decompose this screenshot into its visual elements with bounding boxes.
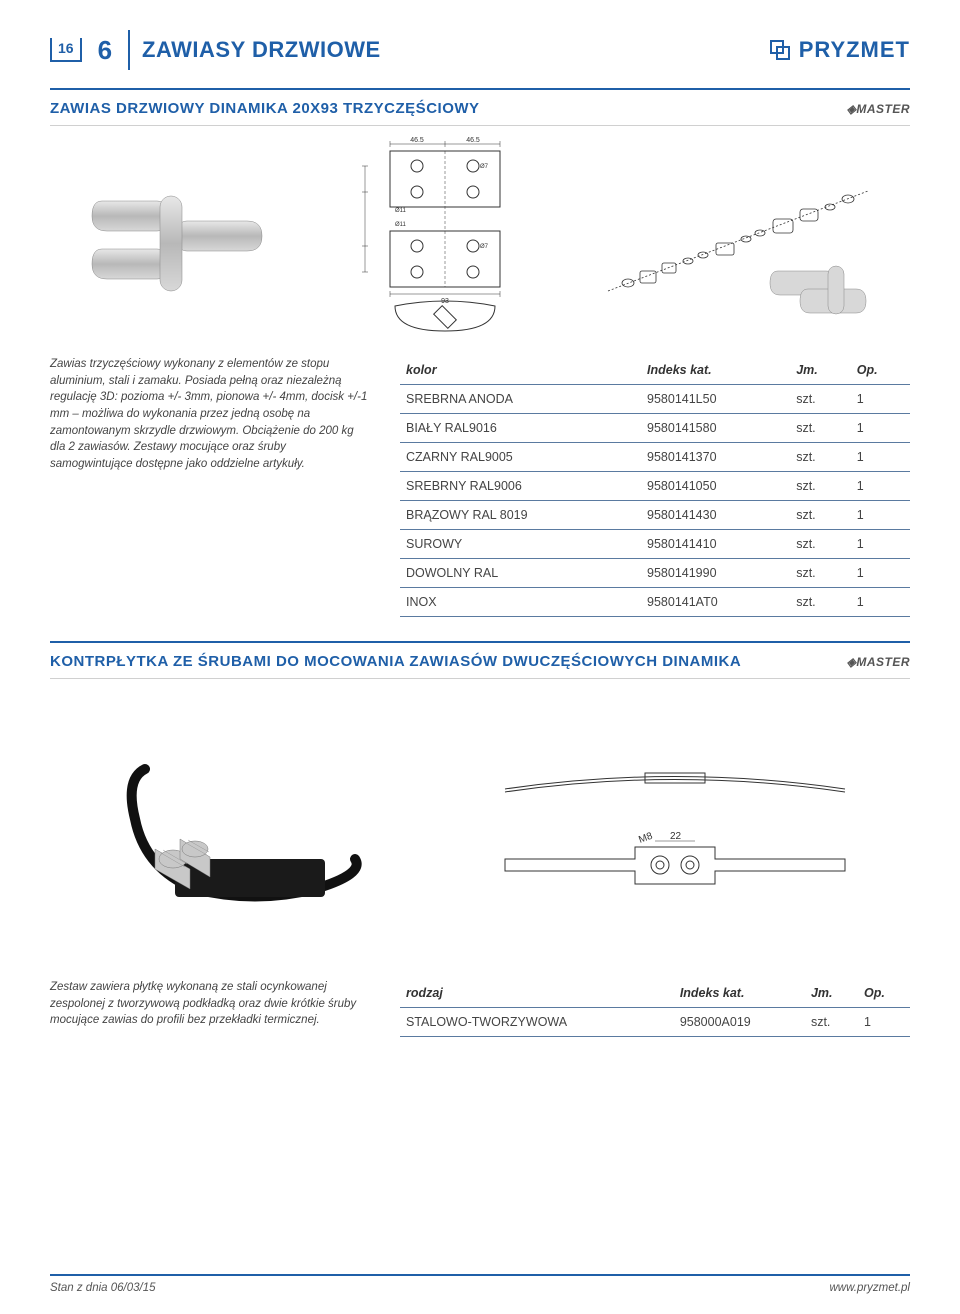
table-cell: CZARNY RAL9005 bbox=[400, 443, 641, 472]
table-cell: szt. bbox=[790, 588, 851, 617]
table-cell: szt. bbox=[790, 414, 851, 443]
page-footer: Stan z dnia 06/03/15 www.pryzmet.pl bbox=[50, 1274, 910, 1294]
table-cell: DOWOLNY RAL bbox=[400, 559, 641, 588]
master-logo-1: ◈MASTER bbox=[847, 102, 910, 116]
master-logo-2: ◈MASTER bbox=[847, 655, 910, 669]
counterplate-photo-icon bbox=[95, 729, 395, 929]
col-rodzaj: rodzaj bbox=[400, 979, 674, 1008]
table-cell: SREBRNY RAL9006 bbox=[400, 472, 641, 501]
section1-diagram-area: 46.5 46.5 93 Ø11 Ø11 Ø7 Ø7 bbox=[50, 126, 910, 356]
footer-url: www.pryzmet.pl bbox=[829, 1282, 910, 1294]
table-cell: 9580141990 bbox=[641, 559, 790, 588]
section1-table: kolor Indeks kat. Jm. Op. SREBRNA ANODA9… bbox=[400, 356, 910, 617]
table-cell: 1 bbox=[851, 559, 910, 588]
table-cell: szt. bbox=[790, 559, 851, 588]
table-cell: 9580141AT0 bbox=[641, 588, 790, 617]
page-number: 16 bbox=[50, 38, 82, 62]
section2-table: rodzaj Indeks kat. Jm. Op. STALOWO-TWORZ… bbox=[400, 979, 910, 1037]
svg-text:M8: M8 bbox=[637, 831, 654, 846]
table-row: INOX9580141AT0szt.1 bbox=[400, 588, 910, 617]
table-cell: szt. bbox=[790, 443, 851, 472]
table-cell: 1 bbox=[851, 588, 910, 617]
table-cell: 958000A019 bbox=[674, 1008, 805, 1037]
col-jm: Jm. bbox=[790, 356, 851, 385]
svg-text:Ø7: Ø7 bbox=[480, 244, 489, 250]
svg-text:22: 22 bbox=[670, 831, 682, 842]
col-op: Op. bbox=[851, 356, 910, 385]
section2-diagram-area: M8 22 bbox=[50, 679, 910, 979]
table-cell: SUROWY bbox=[400, 530, 641, 559]
col-kolor: kolor bbox=[400, 356, 641, 385]
table-cell: szt. bbox=[790, 472, 851, 501]
table-cell: szt. bbox=[790, 530, 851, 559]
chapter-number: 6 bbox=[94, 35, 116, 66]
table-cell: 9580141050 bbox=[641, 472, 790, 501]
table-cell: szt. bbox=[805, 1008, 858, 1037]
table-header-row: rodzaj Indeks kat. Jm. Op. bbox=[400, 979, 910, 1008]
table-cell: 9580141370 bbox=[641, 443, 790, 472]
table-cell: 1 bbox=[851, 530, 910, 559]
hinge-render-icon bbox=[82, 161, 272, 321]
section2-description: Zestaw zawiera płytkę wykonaną ze stali … bbox=[50, 979, 370, 1029]
svg-text:Ø11: Ø11 bbox=[395, 208, 407, 214]
table-cell: szt. bbox=[790, 501, 851, 530]
col-indeks: Indeks kat. bbox=[674, 979, 805, 1008]
header-right: PRYZMET bbox=[769, 37, 910, 63]
table-cell: 1 bbox=[851, 443, 910, 472]
table-cell: 1 bbox=[851, 472, 910, 501]
section2-title: KONTRPŁYTKA ZE ŚRUBAMI DO MOCOWANIA ZAWI… bbox=[50, 653, 741, 670]
section2-heading: KONTRPŁYTKA ZE ŚRUBAMI DO MOCOWANIA ZAWI… bbox=[50, 641, 910, 679]
table-row: BRĄZOWY RAL 80199580141430szt.1 bbox=[400, 501, 910, 530]
table-cell: szt. bbox=[790, 385, 851, 414]
section1-description: Zawias trzyczęściowy wykonany z elementó… bbox=[50, 356, 370, 473]
table-cell: 1 bbox=[851, 501, 910, 530]
page-header: 16 6 ZAWIASY DRZWIOWE PRYZMET bbox=[50, 30, 910, 70]
col-jm: Jm. bbox=[805, 979, 858, 1008]
footer-date: Stan z dnia 06/03/15 bbox=[50, 1282, 156, 1294]
counterplate-drawing: M8 22 bbox=[485, 729, 865, 929]
section2-body: Zestaw zawiera płytkę wykonaną ze stali … bbox=[50, 979, 910, 1037]
brand-name: PRYZMET bbox=[799, 37, 910, 63]
table-cell: 1 bbox=[851, 414, 910, 443]
svg-text:46.5: 46.5 bbox=[466, 137, 480, 144]
table-row: SREBRNY RAL90069580141050szt.1 bbox=[400, 472, 910, 501]
table-header-row: kolor Indeks kat. Jm. Op. bbox=[400, 356, 910, 385]
page: 16 6 ZAWIASY DRZWIOWE PRYZMET ZAWIAS DRZ… bbox=[0, 0, 960, 1314]
table-row: SREBRNA ANODA9580141L50szt.1 bbox=[400, 385, 910, 414]
section1-heading: ZAWIAS DRZWIOWY DINAMIKA 20X93 TRZYCZĘŚC… bbox=[50, 88, 910, 126]
hinge-technical-drawing: 46.5 46.5 93 Ø11 Ø11 Ø7 Ø7 bbox=[335, 136, 535, 346]
table-row: CZARNY RAL90059580141370szt.1 bbox=[400, 443, 910, 472]
table-cell: BIAŁY RAL9016 bbox=[400, 414, 641, 443]
svg-text:Ø7: Ø7 bbox=[480, 164, 489, 170]
svg-text:46.5: 46.5 bbox=[410, 137, 424, 144]
table-cell: 1 bbox=[858, 1008, 910, 1037]
table-cell: SREBRNA ANODA bbox=[400, 385, 641, 414]
section1-title: ZAWIAS DRZWIOWY DINAMIKA 20X93 TRZYCZĘŚC… bbox=[50, 100, 480, 117]
hinge-exploded-icon bbox=[598, 161, 878, 321]
brand-icon bbox=[769, 39, 791, 61]
section1-body: Zawias trzyczęściowy wykonany z elementó… bbox=[50, 356, 910, 617]
table-row: DOWOLNY RAL9580141990szt.1 bbox=[400, 559, 910, 588]
table-cell: INOX bbox=[400, 588, 641, 617]
col-indeks: Indeks kat. bbox=[641, 356, 790, 385]
header-left: 16 6 ZAWIASY DRZWIOWE bbox=[50, 30, 381, 70]
col-op: Op. bbox=[858, 979, 910, 1008]
table-cell: 9580141410 bbox=[641, 530, 790, 559]
header-divider bbox=[128, 30, 130, 70]
table-row: STALOWO-TWORZYWOWA958000A019szt.1 bbox=[400, 1008, 910, 1037]
table-cell: BRĄZOWY RAL 8019 bbox=[400, 501, 641, 530]
svg-text:Ø11: Ø11 bbox=[395, 222, 407, 228]
table-cell: 1 bbox=[851, 385, 910, 414]
svg-text:93: 93 bbox=[441, 298, 449, 305]
header-title: ZAWIASY DRZWIOWE bbox=[142, 37, 381, 63]
table-cell: 9580141580 bbox=[641, 414, 790, 443]
table-cell: 9580141430 bbox=[641, 501, 790, 530]
table-cell: STALOWO-TWORZYWOWA bbox=[400, 1008, 674, 1037]
table-cell: 9580141L50 bbox=[641, 385, 790, 414]
table-row: SUROWY9580141410szt.1 bbox=[400, 530, 910, 559]
table-row: BIAŁY RAL90169580141580szt.1 bbox=[400, 414, 910, 443]
